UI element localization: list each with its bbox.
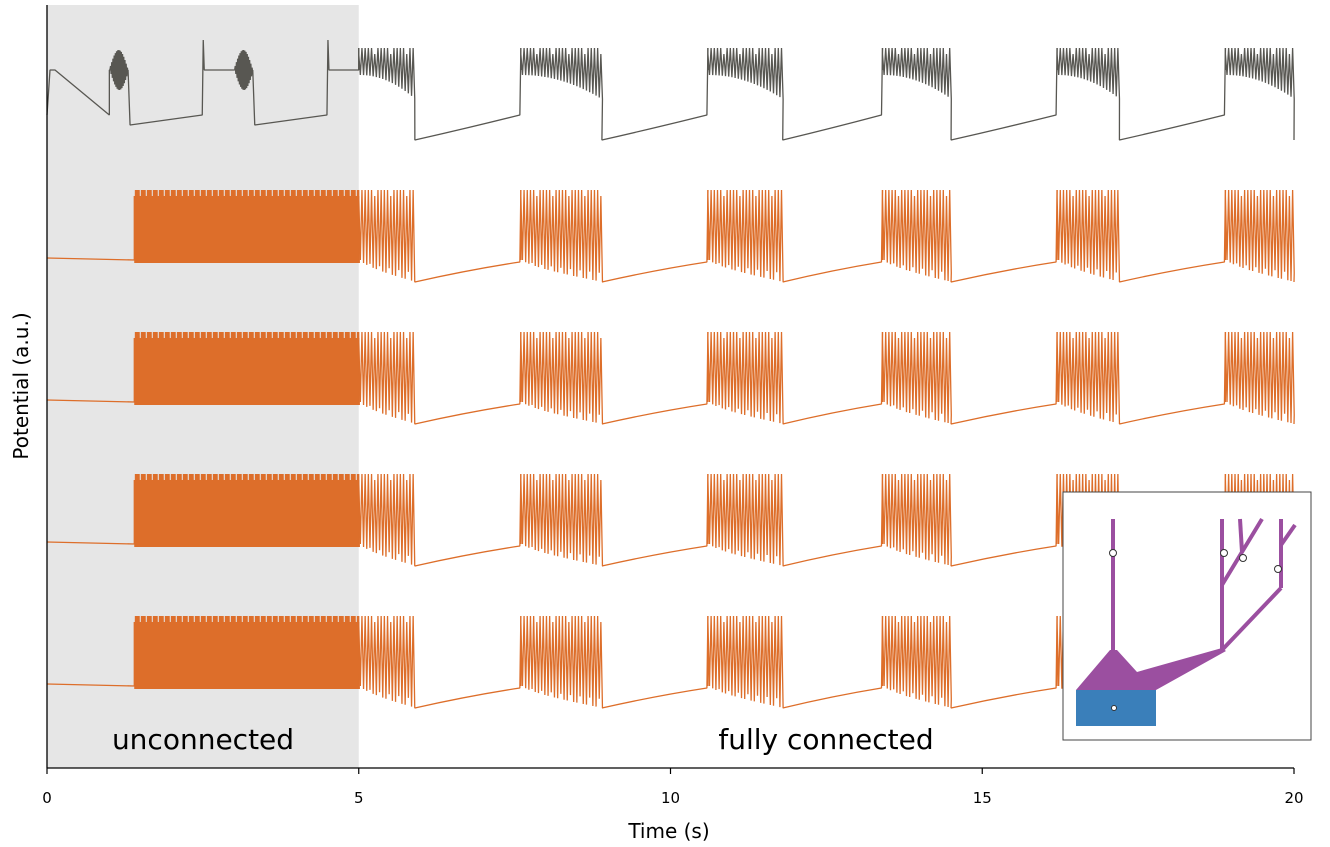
trace-segment	[520, 331, 709, 425]
trace-segment	[881, 331, 1058, 425]
trace-segment	[707, 331, 884, 425]
trace-segment	[234, 39, 360, 126]
trace-segment	[881, 189, 1058, 283]
trace-segment	[46, 473, 360, 548]
trace-segment	[1056, 331, 1227, 425]
annotation: fully connected	[718, 723, 933, 756]
x-axis-label: Time (s)	[627, 819, 709, 843]
trace-segment	[1224, 47, 1295, 141]
trace-segment	[1224, 331, 1295, 425]
electrodes	[1109, 549, 1282, 711]
trace-segment	[46, 189, 360, 264]
trace-segment	[520, 189, 709, 283]
trace-segment	[707, 615, 884, 709]
trace-segment	[46, 331, 360, 406]
trace-segment	[1056, 47, 1227, 141]
trace-segment	[1056, 189, 1227, 283]
trace-segment	[881, 473, 1058, 567]
trace-segment	[707, 473, 884, 567]
trace-segment	[520, 47, 709, 141]
trace-segment	[358, 189, 522, 283]
trace-segment	[46, 615, 360, 690]
x-tick-label: 20	[1284, 789, 1303, 807]
trace-segment	[46, 39, 235, 126]
trace-segment	[707, 189, 884, 283]
dendrite	[1076, 648, 1226, 690]
dendrites	[1111, 517, 1297, 652]
trace-segment	[358, 47, 522, 141]
trace-segment	[358, 331, 522, 425]
trace-segment	[520, 615, 709, 709]
annotation: unconnected	[112, 723, 294, 756]
trace-segment	[358, 473, 522, 567]
x-tick-label: 0	[42, 789, 52, 807]
trace-segment	[1224, 189, 1295, 283]
trace-segment	[881, 47, 1058, 141]
x-tick-label: 5	[354, 789, 364, 807]
trace-segment	[358, 615, 522, 709]
trace-segment	[881, 615, 1058, 709]
y-axis-label: Potential (a.u.)	[9, 312, 33, 459]
trace-segment	[707, 47, 884, 141]
trace-segment	[520, 473, 709, 567]
plot-area	[46, 5, 1295, 768]
x-tick-label: 10	[661, 789, 680, 807]
x-tick-label: 15	[973, 789, 992, 807]
inset	[1062, 491, 1312, 741]
